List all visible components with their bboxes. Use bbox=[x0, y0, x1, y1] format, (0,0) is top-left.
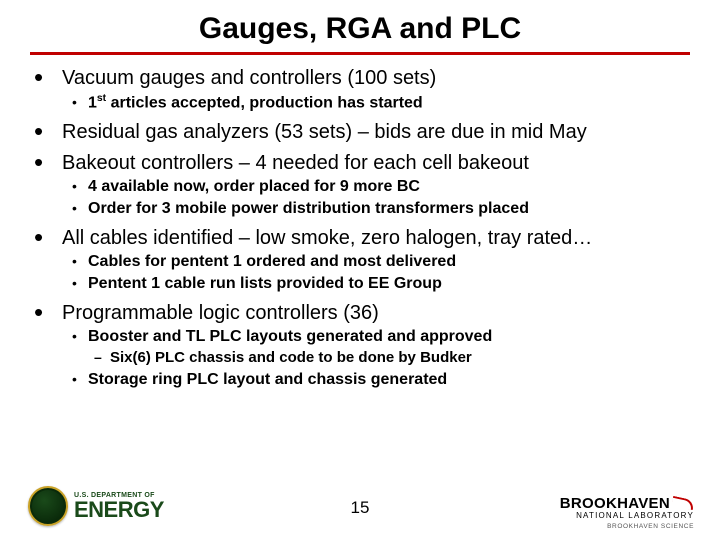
bullet-marker: – bbox=[94, 349, 110, 365]
bullet-text: Programmable logic controllers (36) bbox=[62, 301, 379, 325]
bullet-marker: • bbox=[72, 94, 88, 110]
bullet-level-2: •1st articles accepted, production has s… bbox=[72, 92, 690, 113]
bullet-level-2: •Booster and TL PLC layouts generated an… bbox=[72, 327, 690, 347]
footer: U.S. DEPARTMENT OF ENERGY 15 BROOKHAVEN … bbox=[0, 468, 720, 536]
doe-logo: U.S. DEPARTMENT OF ENERGY bbox=[28, 486, 164, 526]
doe-seal-icon bbox=[28, 486, 68, 526]
bullet-level-3: –Six(6) PLC chassis and code to be done … bbox=[94, 349, 690, 368]
bullet-text: Six(6) PLC chassis and code to be done b… bbox=[110, 349, 472, 368]
bullet-level-2: •Pentent 1 cable run lists provided to E… bbox=[72, 274, 690, 294]
bnl-sub-text: NATIONAL LABORATORY bbox=[560, 512, 694, 520]
bullet-level-1: •Vacuum gauges and controllers (100 sets… bbox=[34, 65, 690, 90]
bullet-marker: • bbox=[72, 328, 88, 344]
bnl-swoosh-icon bbox=[672, 496, 694, 510]
bullet-text: Residual gas analyzers (53 sets) – bids … bbox=[62, 120, 587, 144]
bullet-level-2: •Storage ring PLC layout and chassis gen… bbox=[72, 370, 690, 390]
bullet-marker: • bbox=[34, 302, 62, 322]
bullet-level-1: •All cables identified – low smoke, zero… bbox=[34, 225, 690, 250]
bullet-marker: • bbox=[72, 178, 88, 194]
bullet-marker: • bbox=[34, 227, 62, 247]
bullet-level-1: •Residual gas analyzers (53 sets) – bids… bbox=[34, 119, 690, 144]
bullet-marker: • bbox=[34, 121, 62, 141]
doe-wordmark: U.S. DEPARTMENT OF ENERGY bbox=[74, 492, 164, 521]
bullet-text: Bakeout controllers – 4 needed for each … bbox=[62, 151, 529, 175]
bullet-marker: • bbox=[72, 371, 88, 387]
bullet-marker: • bbox=[72, 275, 88, 291]
bullet-marker: • bbox=[72, 253, 88, 269]
bullet-level-1: •Programmable logic controllers (36) bbox=[34, 300, 690, 325]
bullet-level-2: •4 available now, order placed for 9 mor… bbox=[72, 177, 690, 197]
slide: Gauges, RGA and PLC •Vacuum gauges and c… bbox=[0, 0, 720, 540]
bnl-name-text: BROOKHAVEN bbox=[560, 496, 670, 511]
bullet-content: •Vacuum gauges and controllers (100 sets… bbox=[30, 65, 690, 390]
bullet-text: Pentent 1 cable run lists provided to EE… bbox=[88, 274, 442, 294]
doe-big-text: ENERGY bbox=[74, 499, 164, 521]
bnl-name-row: BROOKHAVEN bbox=[560, 496, 694, 511]
bnl-logo: BROOKHAVEN NATIONAL LABORATORY BROOKHAVE… bbox=[560, 496, 694, 531]
bullet-marker: • bbox=[34, 152, 62, 172]
bnl-sci-text: BROOKHAVEN SCIENCE bbox=[560, 524, 694, 531]
bullet-text: 1st articles accepted, production has st… bbox=[88, 92, 423, 113]
title-underline bbox=[30, 52, 690, 55]
bullet-text: All cables identified – low smoke, zero … bbox=[62, 226, 592, 250]
bullet-marker: • bbox=[34, 67, 62, 87]
bullet-text: 4 available now, order placed for 9 more… bbox=[88, 177, 420, 197]
bullet-text: Order for 3 mobile power distribution tr… bbox=[88, 199, 529, 219]
bullet-text: Storage ring PLC layout and chassis gene… bbox=[88, 370, 447, 390]
bullet-marker: • bbox=[72, 200, 88, 216]
bullet-text: Vacuum gauges and controllers (100 sets) bbox=[62, 66, 436, 90]
page-number: 15 bbox=[351, 498, 370, 518]
bullet-text: Cables for pentent 1 ordered and most de… bbox=[88, 252, 456, 272]
bullet-text: Booster and TL PLC layouts generated and… bbox=[88, 327, 492, 347]
bullet-level-1: •Bakeout controllers – 4 needed for each… bbox=[34, 150, 690, 175]
bullet-level-2: •Cables for pentent 1 ordered and most d… bbox=[72, 252, 690, 272]
bullet-level-2: •Order for 3 mobile power distribution t… bbox=[72, 199, 690, 219]
slide-title: Gauges, RGA and PLC bbox=[30, 12, 690, 52]
